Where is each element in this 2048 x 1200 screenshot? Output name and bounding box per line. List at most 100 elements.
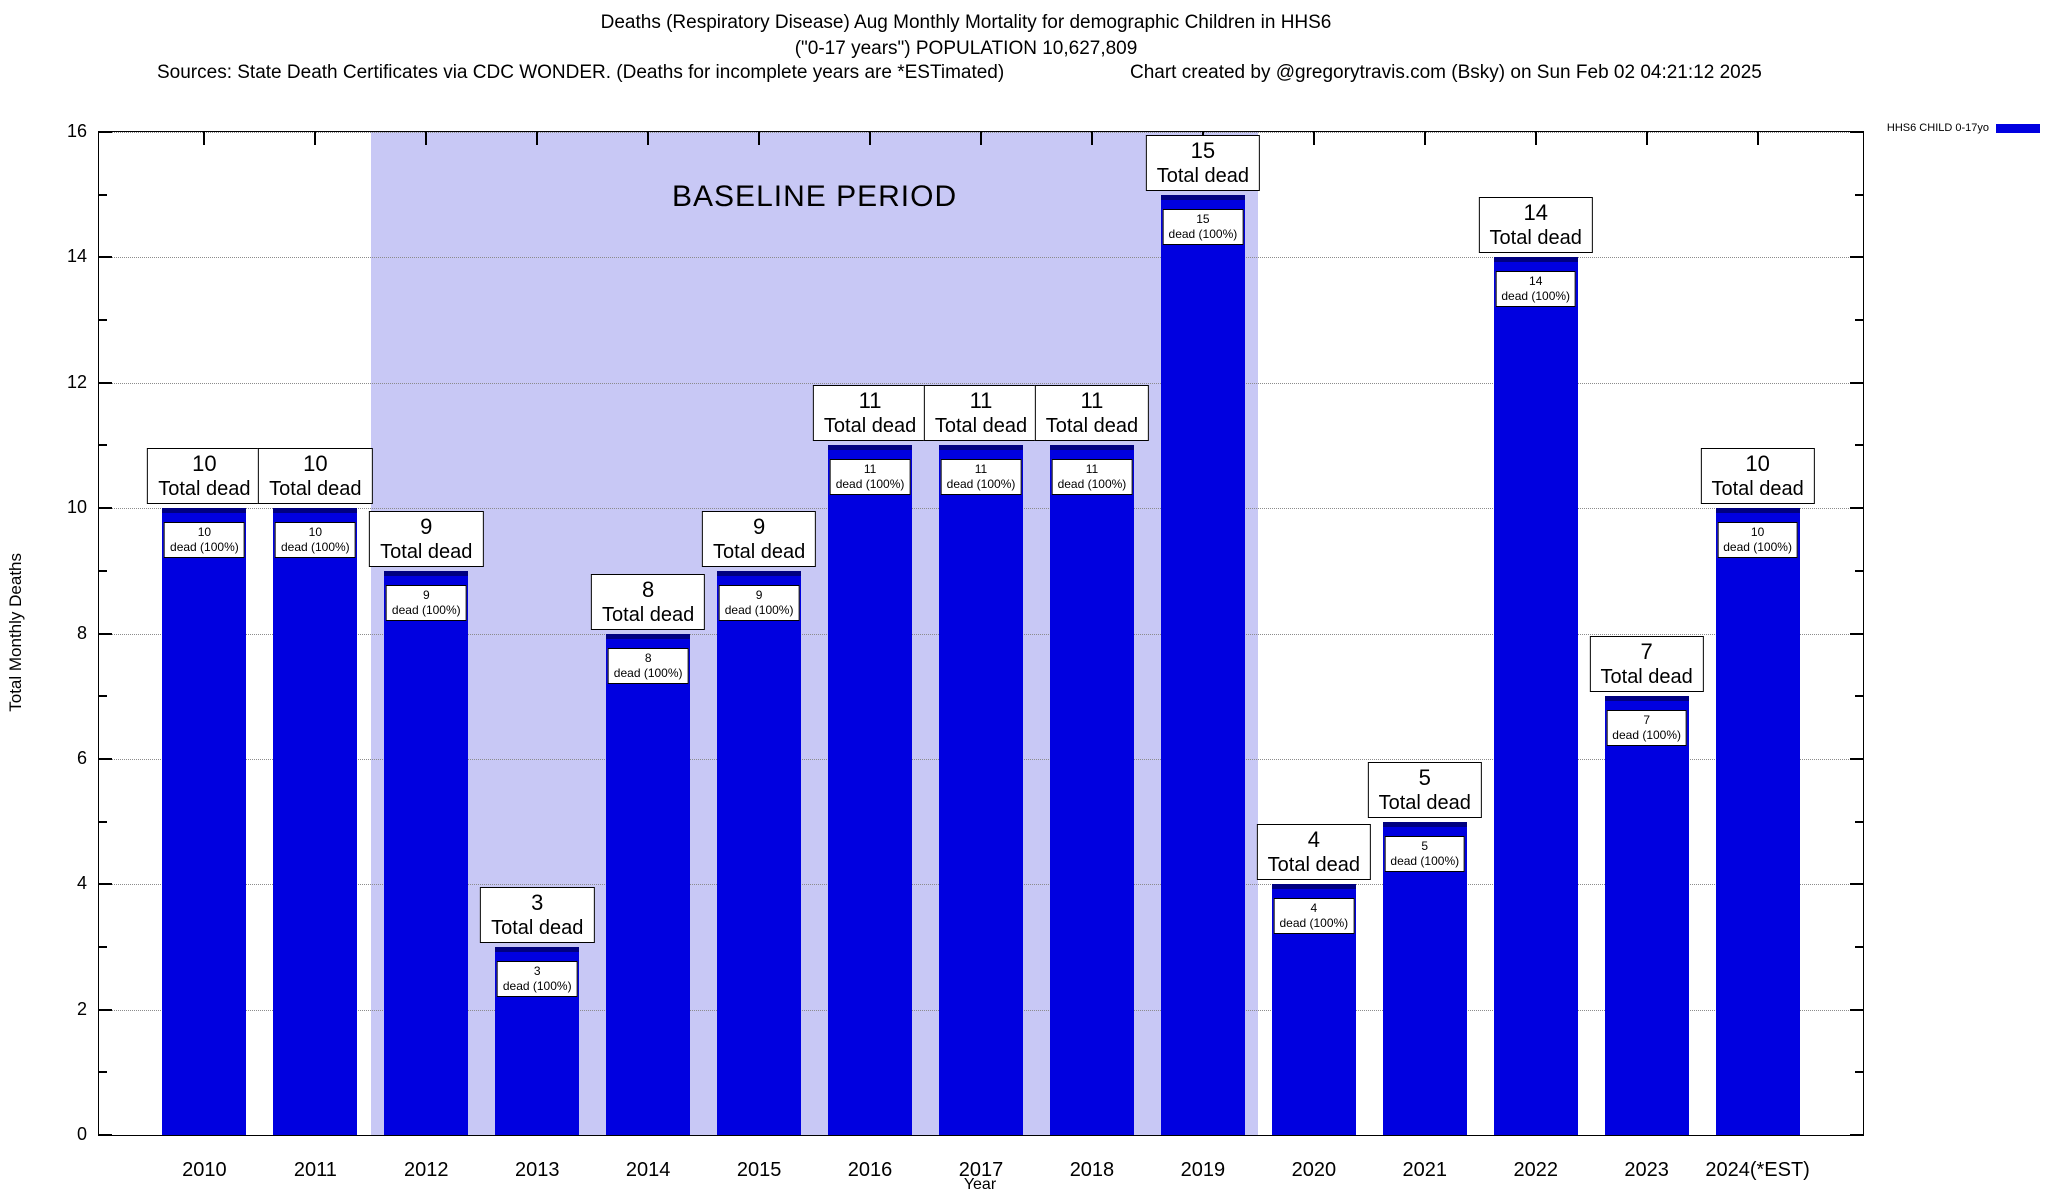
chart-header: Deaths (Respiratory Disease) Aug Monthly… (0, 10, 1932, 62)
bar: 9 dead (100%) (717, 570, 802, 1135)
x-tick-label: 2024(*EST) (1705, 1159, 1810, 1181)
bar-inner-value: 10 (308, 525, 322, 540)
bar: 10 dead (100%) (273, 508, 358, 1135)
bar-value-text: Total dead (712, 540, 806, 563)
bar-value-number: 10 (303, 451, 328, 477)
bar-value-text: Total dead (1378, 791, 1471, 814)
bar-inner-label: 4 dead (100%) (1273, 898, 1355, 935)
bar-inner-label: 14 dead (100%) (1495, 271, 1577, 308)
y-major-tick (1850, 632, 1863, 635)
x-tick-label: 2014 (625, 1159, 671, 1181)
bar: 10 dead (100%) (1715, 508, 1800, 1135)
bar-inner-value: 10 (1750, 525, 1765, 540)
bar-value-number: 9 (420, 513, 433, 539)
bar-inner-text: dead (100%) (391, 602, 461, 617)
x-category-tick (203, 132, 206, 145)
y-tick-label: 0 (76, 1124, 87, 1144)
bar-inner-label: 10 dead (100%) (274, 522, 356, 559)
bar-value-text: Total dead (158, 478, 251, 501)
bar: 15 dead (100%) (1160, 194, 1245, 1135)
y-minor-tick (1855, 945, 1863, 948)
x-tick-label: 2018 (1069, 1159, 1115, 1181)
bar-value-number: 10 (192, 451, 217, 477)
bar-inner-text: dead (100%) (170, 540, 239, 555)
chart-subtitle: ("0-17 years") POPULATION 10,627,809 (794, 38, 1138, 59)
bar-value-label: 10 Total dead (258, 448, 373, 505)
bar-value-text: Total dead (934, 415, 1028, 438)
y-minor-tick (99, 1071, 107, 1074)
bar-value-label: 15 Total dead (1145, 134, 1261, 191)
x-tick-label: 2012 (404, 1159, 449, 1181)
y-minor-tick (1855, 193, 1863, 196)
y-tick-label: 16 (66, 121, 87, 141)
x-tick-label: 2021 (1402, 1159, 1448, 1181)
bar-inner-text: dead (100%) (835, 477, 905, 492)
bar-inner-value: 4 (1310, 901, 1318, 916)
x-tick-label: 2016 (847, 1159, 893, 1181)
y-axis-title-text: Total Monthly Deaths (6, 553, 25, 712)
bar-inner-text: dead (100%) (1390, 853, 1460, 868)
bar-value-number: 10 (1745, 451, 1770, 477)
bar-inner-text: dead (100%) (1501, 289, 1571, 304)
y-major-tick (1850, 381, 1863, 384)
y-minor-tick (1855, 820, 1863, 823)
bar-inner-text: dead (100%) (613, 665, 683, 680)
bar-value-label: 14 Total dead (1478, 197, 1593, 254)
bar-inner-label: 7 dead (100%) (1606, 710, 1688, 747)
bar-value-label: 3 Total dead (480, 886, 595, 943)
bar-value-text: Total dead (823, 415, 917, 438)
y-major-tick (99, 381, 112, 384)
bar: 4 dead (100%) (1271, 884, 1356, 1135)
bar-inner-label: 10 dead (100%) (1717, 522, 1798, 559)
x-tick-label: 2015 (736, 1159, 782, 1181)
bar-inner-label: 8 dead (100%) (607, 647, 689, 684)
y-major-tick (99, 1134, 112, 1136)
x-tick-label: 2017 (958, 1159, 1004, 1181)
x-tick-label: 2022 (1513, 1159, 1558, 1181)
x-tick-label: 2011 (293, 1159, 337, 1181)
bar-value-label: 11 Total dead (1034, 385, 1150, 442)
plot-area: BASELINE PERIOD 0 2 4 6 8 10 12 14 16 10 dead (100%… (67, 121, 1864, 1181)
bar-inner-label: 15 dead (100%) (1162, 208, 1244, 245)
bar: 9 dead (100%) (384, 570, 469, 1135)
bar-inner-label: 11 dead (100%) (829, 459, 911, 496)
legend: HHS6 CHILD 0-17yo (1887, 122, 2040, 134)
bar-inner-label: 9 dead (100%) (718, 584, 800, 621)
y-minor-tick (1855, 319, 1863, 322)
x-tick-label: 2019 (1180, 1159, 1226, 1181)
y-major-tick (1850, 757, 1863, 760)
bar-inner-label: 11 dead (100%) (1051, 459, 1133, 496)
bar-value-number: 11 (969, 388, 993, 414)
y-major-tick (99, 507, 112, 510)
x-category-tick (425, 132, 428, 145)
bar-inner-value: 8 (644, 650, 652, 665)
bar-value-text: Total dead (491, 916, 584, 939)
y-minor-tick (99, 945, 107, 948)
y-major-tick (1850, 507, 1863, 510)
y-minor-tick (1855, 569, 1863, 572)
y-major-tick (99, 883, 112, 886)
bar-value-number: 11 (1080, 388, 1104, 414)
y-minor-tick (99, 193, 107, 196)
y-major-tick (1850, 883, 1863, 886)
sources-note: Sources: State Death Certificates via CD… (157, 62, 1005, 83)
bar-value-number: 11 (858, 388, 882, 414)
bar: 10 dead (100%) (162, 508, 247, 1135)
bar-inner-value: 9 (422, 587, 430, 602)
y-tick-label: 4 (76, 873, 87, 894)
bar-value-number: 9 (752, 513, 766, 539)
y-major-tick (1850, 1134, 1863, 1136)
x-category-tick (869, 132, 872, 145)
y-major-tick (1850, 131, 1863, 133)
y-tick-label: 6 (76, 747, 87, 768)
bar-value-label: 9 Total dead (369, 510, 484, 567)
y-major-tick (99, 632, 112, 635)
bar-value-label: 4 Total dead (1256, 824, 1371, 881)
bar-inner-value: 11 (1085, 462, 1099, 477)
bar-inner-text: dead (100%) (1612, 728, 1682, 743)
bar-inner-value: 15 (1196, 211, 1210, 226)
bar-value-text: Total dead (1156, 164, 1250, 187)
bar-inner-text: dead (100%) (946, 477, 1016, 492)
x-category-tick (1756, 132, 1759, 145)
y-minor-tick (99, 695, 107, 698)
